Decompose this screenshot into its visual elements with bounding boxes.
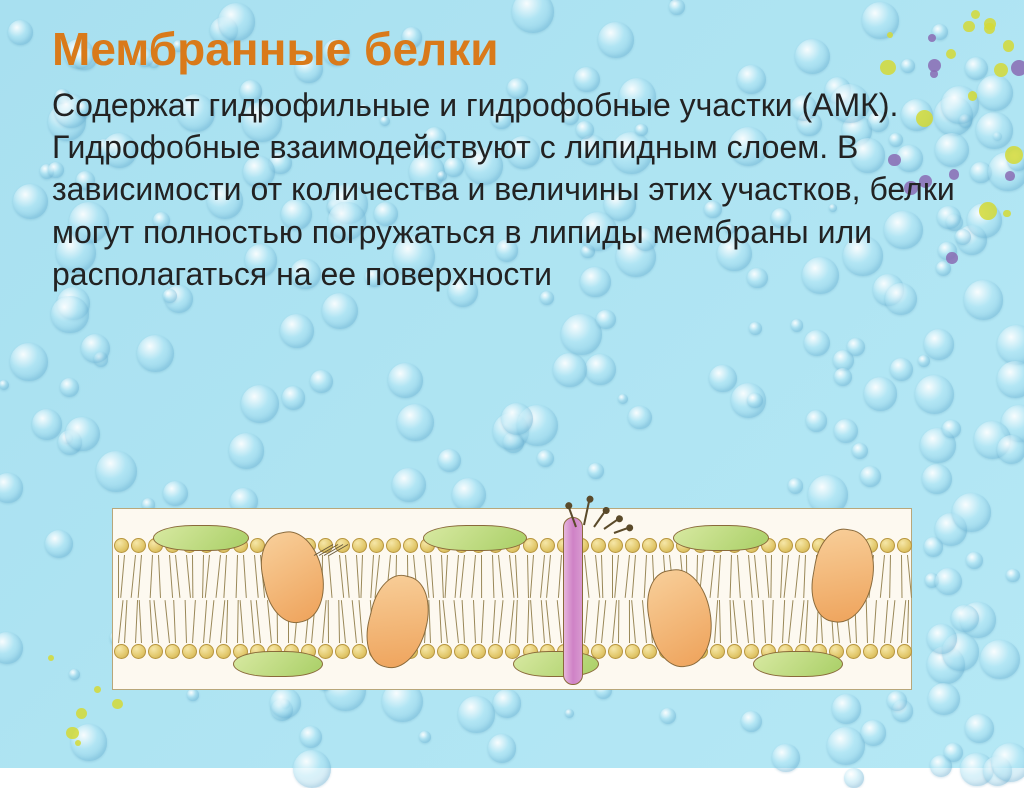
- membrane-diagram: [112, 508, 912, 690]
- green-peripheral-protein: [673, 525, 769, 551]
- green-peripheral-protein: [153, 525, 249, 551]
- slide-body-text: Содержат гидрофильные и гидрофобные учас…: [52, 84, 986, 295]
- green-peripheral-protein: [423, 525, 527, 551]
- green-peripheral-protein: [233, 651, 323, 677]
- slide-content: Мембранные белки Содержат гидрофильные и…: [0, 0, 1024, 295]
- glycoprotein-branch: [603, 518, 619, 530]
- glycoprotein-branch: [593, 510, 606, 528]
- lipid-tails: [113, 555, 911, 643]
- purple-transmembrane-protein: [563, 517, 583, 685]
- glycoprotein-branch: [614, 527, 630, 534]
- slide-title: Мембранные белки: [52, 22, 986, 76]
- green-peripheral-protein: [753, 651, 843, 677]
- green-peripheral-protein: [513, 651, 599, 677]
